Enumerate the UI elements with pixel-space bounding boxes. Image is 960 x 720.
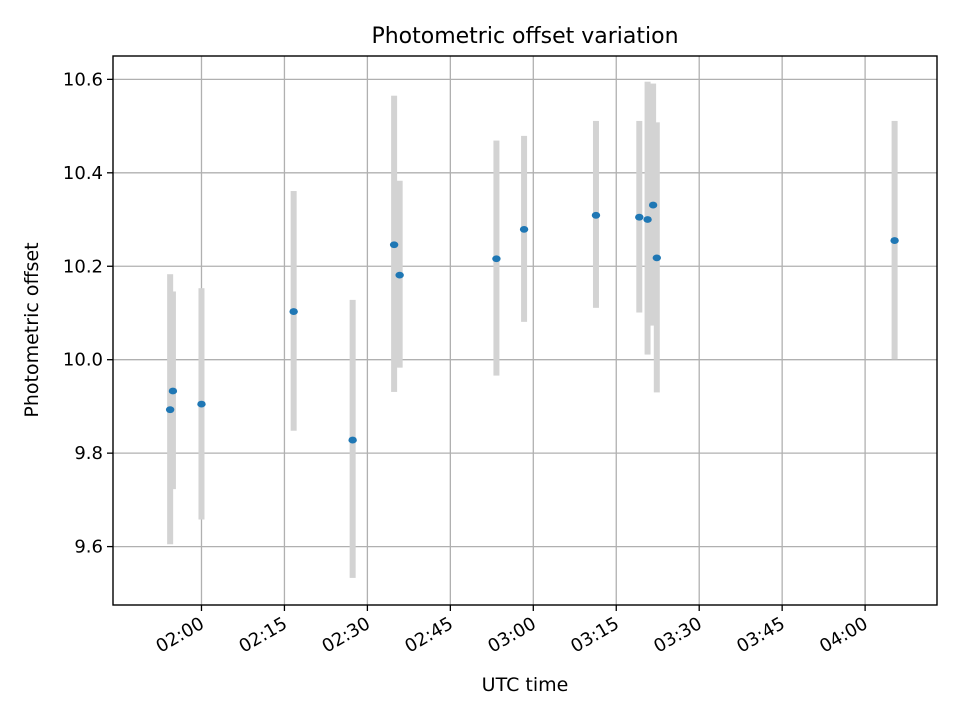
data-point: [492, 255, 501, 263]
y-tick-label: 10.0: [63, 350, 103, 371]
x-axis-label: UTC time: [482, 674, 569, 696]
data-point: [519, 225, 529, 233]
data-point: [635, 213, 644, 221]
data-point: [348, 436, 357, 444]
y-axis-label: Photometric offset: [21, 242, 43, 417]
y-tick-label: 9.8: [74, 443, 103, 464]
y-tick-label: 10.4: [63, 163, 103, 184]
chart-title: Photometric offset variation: [371, 24, 678, 49]
y-tick-label: 10.6: [63, 69, 103, 90]
data-points: [165, 201, 899, 444]
data-point: [395, 271, 404, 279]
data-point: [289, 308, 298, 315]
data-point: [165, 406, 175, 414]
y-tick-label: 10.2: [63, 256, 103, 277]
data-point: [643, 216, 652, 223]
data-point: [197, 400, 206, 408]
data-point: [890, 237, 899, 244]
data-point: [648, 201, 658, 209]
data-point: [591, 211, 601, 219]
data-point: [652, 254, 662, 262]
data-point: [168, 387, 178, 395]
data-point: [389, 241, 399, 249]
plot-frame: [112, 55, 938, 606]
y-tick-label: 9.6: [74, 537, 103, 558]
